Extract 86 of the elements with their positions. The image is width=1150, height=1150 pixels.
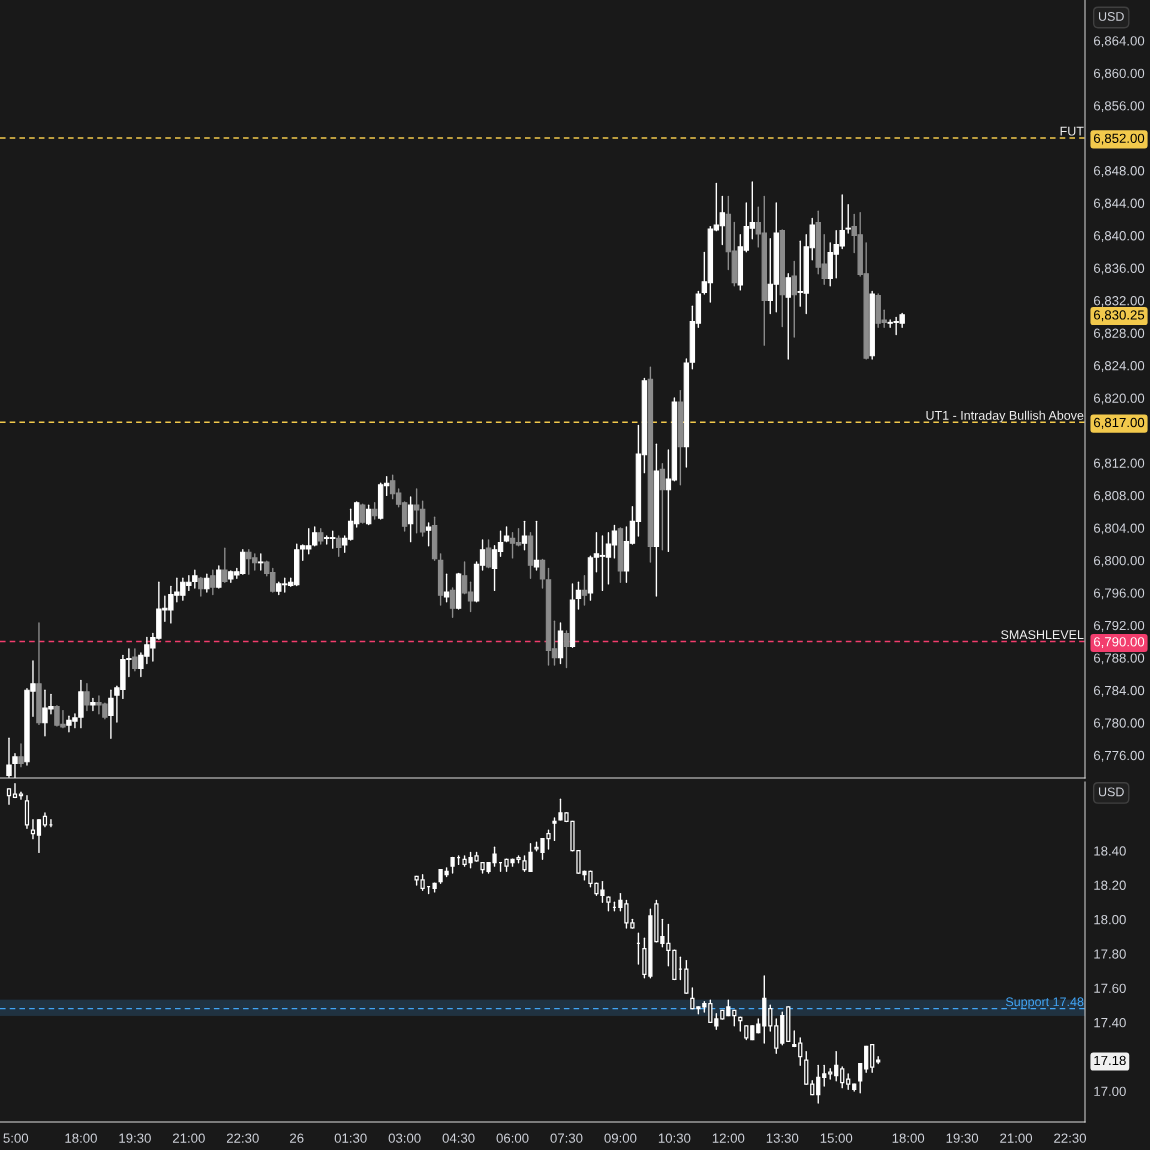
y-tick-label: 6,836.00 [1094,263,1145,275]
y-tick-label: 18.20 [1094,880,1126,890]
candlestick [864,1045,869,1073]
candlestick [834,1050,839,1082]
candlestick [443,573,450,603]
text: USD [1098,787,1124,797]
y-tick-label: 6,864.00 [1094,36,1145,48]
y-tick-label: 6,812.00 [1094,458,1145,470]
y-tick-label: 6,776.00 [1094,750,1145,762]
x-tick-label: 03:00 [388,1133,421,1143]
candlestick [869,290,875,360]
y-tick-label: 17.18 [1094,1055,1126,1066]
ref-line-label: Support 17.48 [1005,997,1084,1009]
x-tick-label: 21:00 [172,1133,205,1143]
y-tick-label: 6,860.00 [1094,68,1145,80]
y-tick-label: 6,852.00 [1094,133,1145,145]
y-tick-label: 6,844.00 [1094,198,1145,210]
x-tick-label: 18:00 [892,1133,925,1143]
y-tick-label: 6,792.00 [1094,620,1145,632]
candlestick [870,1044,875,1073]
x-tick-label: 18:00 [65,1133,97,1143]
y-tick-label: 6,780.00 [1094,718,1145,730]
ref-line-label: FUT [1060,126,1084,136]
candlestick [768,1004,773,1032]
candlestick [840,1066,845,1089]
candlestick [845,203,851,234]
text: USD [1098,12,1124,21]
x-tick-label: 22:30 [1054,1133,1087,1143]
ref-line-label: SMASHLEVEL [1001,630,1084,640]
y-tick-label: 17.00 [1094,1086,1126,1096]
candlestick [12,783,18,799]
y-tick-label: 18.00 [1094,914,1126,925]
y-tick-label: 17.60 [1094,983,1126,993]
candlestick [798,1037,803,1067]
x-tick-label: 21:00 [1000,1133,1033,1143]
x-tick-label: 07:30 [550,1133,583,1143]
ref-line-label: UT1 - Intraday Bullish Above [926,410,1084,423]
candlestick [708,999,713,1024]
y-tick-label: 6,808.00 [1094,490,1145,502]
candlestick [791,260,797,338]
x-tick-label: 19:30 [946,1133,979,1143]
x-tick-label: 12:00 [712,1133,745,1143]
x-tick-label: 06:00 [496,1133,529,1143]
candlestick [774,1018,779,1055]
y-tick-label: 17.40 [1094,1017,1126,1028]
candlestick [30,819,36,840]
x-tick-label: 13:30 [766,1133,799,1143]
x-tick-label: 04:30 [442,1133,475,1143]
candlestick [222,547,228,583]
y-tick-label: 6,830.25 [1094,310,1145,322]
y-tick-label: 6,856.00 [1094,101,1145,113]
y-tick-label: 6,828.00 [1094,328,1145,340]
candlestick [785,272,791,360]
x-tick-label: 15:00 [820,1133,853,1143]
candlestick [216,565,222,589]
candlestick [18,791,24,800]
candlestick [822,1064,827,1087]
y-tick-label: 6,832.00 [1094,296,1145,307]
y-tick-label: 6,804.00 [1094,523,1145,535]
candlestick [779,229,785,328]
y-tick-label: 6,820.00 [1094,393,1145,405]
y-tick-label: 6,788.00 [1094,653,1145,665]
x-tick-label: 5:00 [3,1133,29,1143]
candlestick [425,522,432,547]
x-tick-label: 22:30 [226,1133,259,1143]
candlestick [858,1062,863,1094]
x-tick-label: 26 [290,1133,304,1143]
y-tick-label: 6,817.00 [1094,417,1145,429]
candlestick [552,817,557,842]
y-tick-label: 6,840.00 [1094,231,1145,242]
y-tick-label: 6,790.00 [1094,637,1145,649]
y-tick-label: 6,824.00 [1094,361,1145,372]
x-tick-label: 10:30 [658,1133,691,1143]
y-tick-label: 6,800.00 [1094,555,1145,567]
x-tick-label: 01:30 [334,1133,367,1143]
candlestick [36,819,42,854]
candlestick [816,1064,821,1104]
y-tick-label: 6,848.00 [1094,166,1145,178]
candlestick [876,1056,881,1065]
y-tick-label: 6,796.00 [1094,588,1145,600]
candlestick [210,569,216,596]
x-tick-label: 09:00 [604,1133,637,1143]
y-tick-label: 17.80 [1094,949,1126,959]
x-tick-label: 19:30 [119,1133,151,1143]
y-tick-label: 18.40 [1094,846,1126,856]
y-tick-label: 6,784.00 [1094,685,1145,697]
